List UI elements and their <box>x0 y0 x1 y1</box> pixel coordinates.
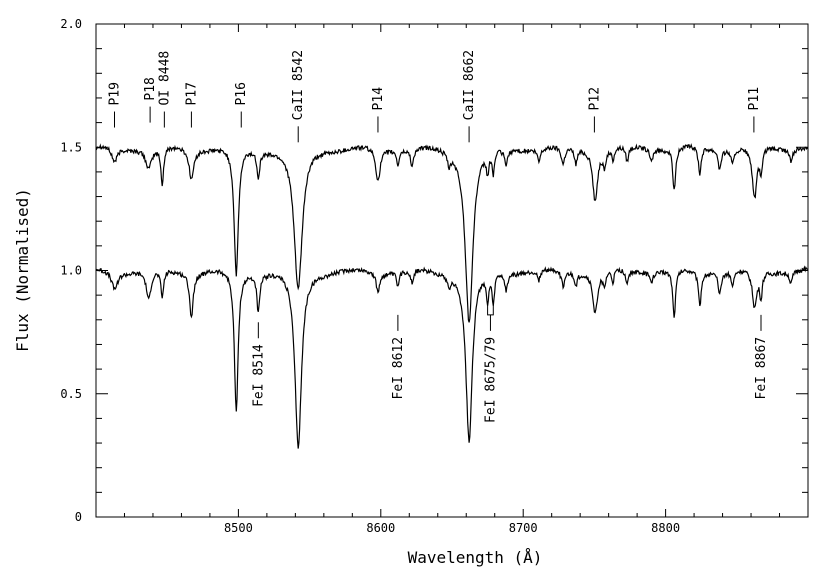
line-marker-label: FeI 8612 <box>391 337 406 400</box>
line-marker-label: P17 <box>184 82 199 105</box>
plot-frame <box>95 23 809 518</box>
line-marker-label: P11 <box>747 87 762 110</box>
y-tick-label: 1.0 <box>60 264 82 278</box>
x-tick-label: 8600 <box>366 521 395 535</box>
x-axis-label: Wavelength (Å) <box>408 548 543 567</box>
line-marker-bracket <box>487 302 494 316</box>
line-annotations: P19 P18 OI 8448 P17 P16 CaII 8542 P14 CaII 8662… <box>108 50 769 423</box>
line-marker-label: CaII 8662 <box>462 50 477 120</box>
spectra <box>95 143 809 449</box>
line-marker-label: FeI 8514 <box>251 344 266 407</box>
y-tick-label: 1.5 <box>60 140 82 154</box>
y-tick-label: 0.5 <box>60 387 82 401</box>
line-marker-label: P12 <box>587 87 602 110</box>
spectrum-line <box>95 143 809 323</box>
x-tick-label: 8500 <box>224 521 253 535</box>
line-marker-label: P16 <box>234 82 249 105</box>
plot-axes: 8500 8600 8700 8800 0 0.5 1.0 1.5 2.0 <box>60 17 809 535</box>
line-marker-label: P19 <box>108 82 123 105</box>
line-marker-label: P18 <box>143 77 158 100</box>
spectrum-line <box>95 265 809 449</box>
x-tick-label: 8800 <box>651 521 680 535</box>
line-marker-label: OI 8448 <box>157 51 172 106</box>
line-marker-label: CaII 8542 <box>291 50 306 120</box>
line-marker-label: FeI 8675/79 <box>483 337 498 423</box>
line-marker-label: P14 <box>371 87 386 111</box>
y-tick-label: 2.0 <box>60 17 82 31</box>
y-axis-label: Flux (Normalised) <box>13 188 32 352</box>
x-tick-label: 8700 <box>509 521 538 535</box>
y-tick-label: 0 <box>75 510 82 524</box>
line-marker-label: FeI 8867 <box>754 337 769 400</box>
